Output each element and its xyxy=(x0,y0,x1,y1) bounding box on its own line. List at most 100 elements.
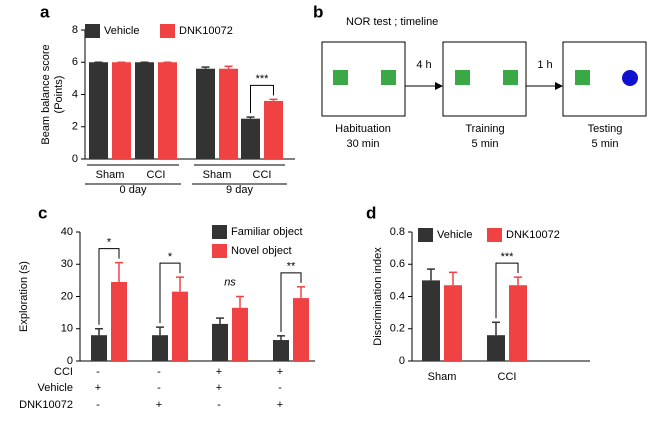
bar xyxy=(273,340,289,361)
legend-swatch xyxy=(160,24,175,38)
y-tick-label: 0 xyxy=(72,153,78,165)
x-tick-label: CCI xyxy=(498,371,517,383)
interval: 4 h xyxy=(416,59,431,71)
bar xyxy=(444,285,462,361)
condition-name: CCI xyxy=(54,366,73,378)
significance-bracket xyxy=(98,248,120,325)
y-tick-label: 0.6 xyxy=(390,258,405,270)
bar xyxy=(152,335,168,361)
significance-bracket xyxy=(159,262,181,324)
bar xyxy=(112,62,131,159)
panel-letter: a xyxy=(40,2,50,21)
condition-value: + xyxy=(216,366,222,378)
x-tick-label: Sham xyxy=(428,371,457,383)
x-tick-label: Sham xyxy=(203,169,232,181)
y-tick-label: 2 xyxy=(72,121,78,133)
bar xyxy=(196,68,215,159)
bar xyxy=(172,291,188,361)
bar xyxy=(264,100,283,159)
significance-label: *** xyxy=(256,73,270,85)
significance-label: * xyxy=(107,237,112,249)
panel-letter: b xyxy=(313,2,323,21)
legend-swatch xyxy=(212,225,227,239)
x-tick-label: CCI xyxy=(253,169,272,181)
bar xyxy=(158,62,177,159)
y-tick-label: 8 xyxy=(72,24,78,36)
significance-label: *** xyxy=(501,251,515,263)
bar xyxy=(422,280,440,361)
bar xyxy=(212,323,228,361)
step-name: Testing xyxy=(588,123,623,135)
condition-value: - xyxy=(217,399,221,411)
panel-letter: c xyxy=(38,203,47,222)
y-tick-label: 0.4 xyxy=(390,290,405,302)
step-name: Training xyxy=(465,123,504,135)
y-tick-label: 6 xyxy=(72,56,78,68)
condition-value: - xyxy=(157,366,161,378)
y-axis-label: Exploration (s) xyxy=(18,261,30,332)
condition-value: - xyxy=(96,399,100,411)
step-duration: 30 min xyxy=(346,138,379,150)
box xyxy=(321,41,406,117)
legend-label: Vehicle xyxy=(437,229,472,241)
group-label: 9 day xyxy=(226,184,253,196)
legend-label: DNK10072 xyxy=(506,229,560,241)
significance-label: ns xyxy=(224,276,236,288)
y-axis-label: Beam balance score xyxy=(40,44,52,144)
object xyxy=(381,70,396,85)
legend-swatch xyxy=(418,228,433,242)
legend-label: Novel object xyxy=(231,245,292,257)
y-tick-label: 0 xyxy=(399,355,405,367)
significance-bracket xyxy=(250,84,274,114)
bar xyxy=(135,62,154,159)
significance-label: ** xyxy=(287,261,296,273)
condition-value: + xyxy=(156,399,162,411)
y-axis-label: (Points) xyxy=(53,76,65,114)
group-label: 0 day xyxy=(120,184,147,196)
significance-bracket xyxy=(495,262,519,319)
step-duration: 5 min xyxy=(472,138,499,150)
condition-value: - xyxy=(157,382,161,394)
y-axis-label: Discrimination index xyxy=(372,247,384,346)
condition-value: + xyxy=(216,382,222,394)
bar xyxy=(293,298,309,361)
legend-label: DNK10072 xyxy=(179,25,233,37)
object xyxy=(333,70,348,85)
legend-label: Vehicle xyxy=(104,25,139,37)
object xyxy=(575,70,590,85)
step-name: Habituation xyxy=(335,123,391,135)
bar xyxy=(509,285,527,361)
bar xyxy=(487,335,505,361)
y-tick-label: 0.8 xyxy=(390,226,405,238)
object xyxy=(455,70,470,85)
bar xyxy=(91,335,107,361)
condition-value: + xyxy=(277,399,283,411)
y-tick-label: 30 xyxy=(61,258,73,270)
y-tick-label: 0.2 xyxy=(390,323,405,335)
bar xyxy=(219,68,238,159)
diagram-title: NOR test ; timeline xyxy=(346,16,438,28)
legend-swatch xyxy=(85,24,100,38)
novel-object xyxy=(622,70,638,86)
step-duration: 5 min xyxy=(592,138,619,150)
y-tick-label: 4 xyxy=(72,88,78,100)
legend-label: Familiar object xyxy=(231,226,303,238)
legend-swatch xyxy=(212,244,227,258)
condition-name: DNK10072 xyxy=(19,399,73,411)
box xyxy=(562,41,647,117)
significance-bracket xyxy=(280,272,302,332)
bar xyxy=(111,281,127,361)
x-tick-label: CCI xyxy=(147,169,166,181)
condition-value: + xyxy=(277,366,283,378)
bar xyxy=(241,118,260,159)
bar xyxy=(232,307,248,361)
y-tick-label: 20 xyxy=(61,290,73,302)
significance-label: * xyxy=(168,251,173,263)
y-tick-label: 0 xyxy=(67,355,73,367)
condition-value: - xyxy=(278,382,282,394)
object xyxy=(503,70,518,85)
legend-swatch xyxy=(487,228,502,242)
condition-value: - xyxy=(96,366,100,378)
